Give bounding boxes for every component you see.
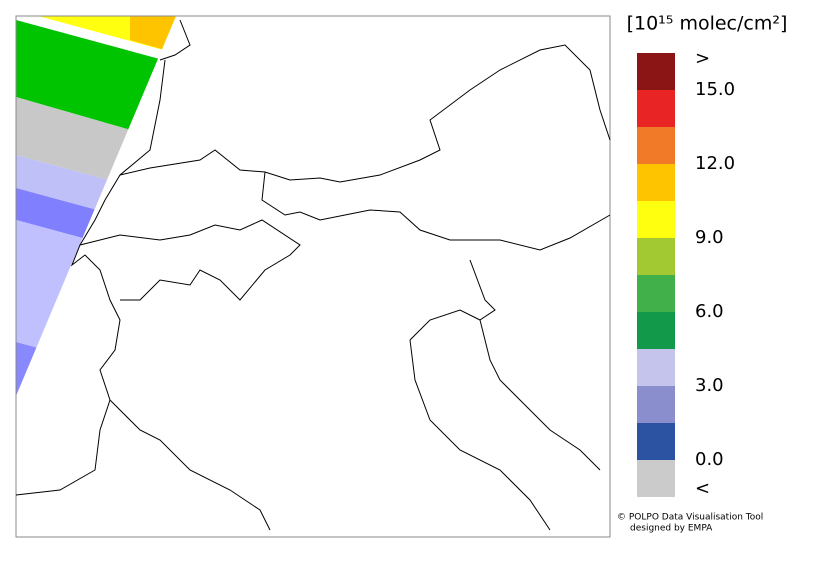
- colorbar-bin: [637, 460, 675, 497]
- colorbar-bin: [637, 312, 675, 349]
- colorbar-bin: [637, 238, 675, 275]
- colorbar-above-label: >: [695, 48, 710, 69]
- colorbar-below-label: <: [695, 478, 710, 499]
- colorbar-unit: [10¹⁵ molec/cm²]: [627, 13, 788, 35]
- borders: [15, 19, 611, 531]
- colorbar-bin: [637, 349, 675, 386]
- colorbar-bin: [637, 423, 675, 460]
- colorbar-bin: [637, 90, 675, 127]
- colorbar-tick-label: 0.0: [695, 449, 724, 470]
- colorbar-tick-label: 9.0: [695, 227, 724, 248]
- colorbar-bin: [637, 386, 675, 423]
- colorbar-bin: [637, 201, 675, 238]
- colorbar: 15.0 12.0 9.0 6.0 3.0 0.0 > <: [637, 48, 735, 499]
- colorbar-tick-label: 15.0: [695, 79, 735, 100]
- colorbar-bin: [637, 53, 675, 90]
- credit: designed by EMPA: [630, 524, 713, 534]
- colorbar-bin: [637, 275, 675, 312]
- credit: © POLPO Data Visualisation Tool: [617, 513, 763, 523]
- colorbar-bin: [637, 164, 675, 201]
- satellite-swath: [16, 16, 176, 396]
- colorbar-bin: [637, 127, 675, 164]
- colorbar-tick-label: 6.0: [695, 301, 724, 322]
- colorbar-tick-label: 12.0: [695, 153, 735, 174]
- colorbar-tick-label: 3.0: [695, 375, 724, 396]
- map-frame: [15, 15, 611, 538]
